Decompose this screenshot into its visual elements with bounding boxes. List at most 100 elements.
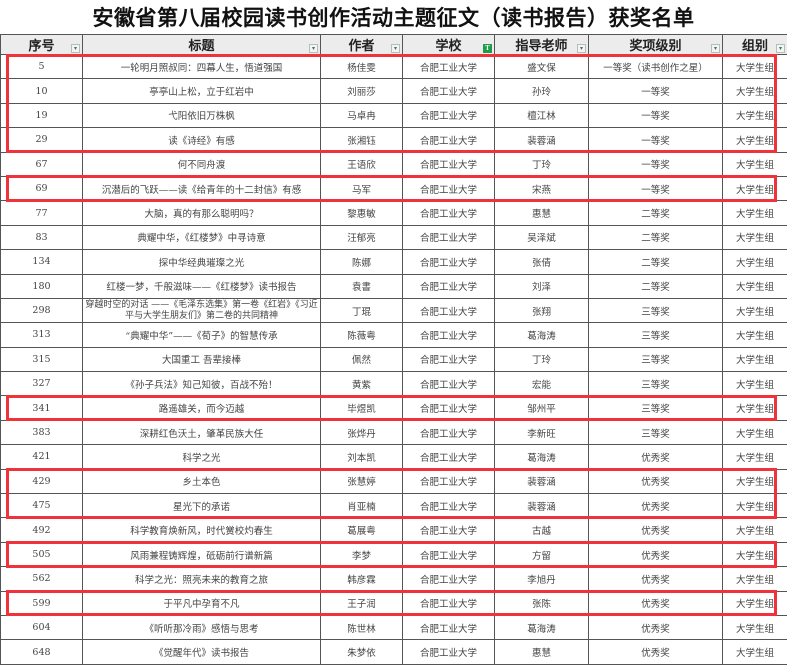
cell-title[interactable]: 亭亭山上松，立于红岩中: [83, 79, 321, 103]
cell-teacher[interactable]: 惠慧: [495, 201, 589, 225]
cell-title[interactable]: 科学教育焕新风，时代黉校灼春生: [83, 518, 321, 542]
cell-author[interactable]: 马军: [321, 176, 403, 200]
cell-school[interactable]: 合肥工业大学: [403, 323, 495, 347]
cell-award[interactable]: 优秀奖: [589, 518, 723, 542]
cell-title[interactable]: 乡土本色: [83, 469, 321, 493]
cell-school[interactable]: 合肥工业大学: [403, 469, 495, 493]
cell-teacher[interactable]: 古越: [495, 518, 589, 542]
cell-group[interactable]: 大学生组: [723, 372, 787, 396]
cell-school[interactable]: 合肥工业大学: [403, 542, 495, 566]
cell-title[interactable]: 科学之光：照亮未来的教育之旅: [83, 567, 321, 591]
column-header-6[interactable]: 组别▾: [723, 35, 787, 55]
column-header-4[interactable]: 指导老师▾: [495, 35, 589, 55]
cell-author[interactable]: 丁琨: [321, 298, 403, 322]
cell-teacher[interactable]: 丁玲: [495, 347, 589, 371]
cell-teacher[interactable]: 丁玲: [495, 152, 589, 176]
cell-title[interactable]: 《听听那冷雨》感悟与思考: [83, 615, 321, 639]
cell-teacher[interactable]: 盛文保: [495, 55, 589, 79]
cell-no[interactable]: 429: [1, 469, 83, 493]
cell-no[interactable]: 604: [1, 615, 83, 639]
cell-group[interactable]: 大学生组: [723, 469, 787, 493]
cell-group[interactable]: 大学生组: [723, 128, 787, 152]
cell-teacher[interactable]: 李新旺: [495, 420, 589, 444]
cell-title[interactable]: 大国重工 吾辈接棒: [83, 347, 321, 371]
cell-title[interactable]: 星光下的承诺: [83, 494, 321, 518]
cell-school[interactable]: 合肥工业大学: [403, 420, 495, 444]
cell-school[interactable]: 合肥工业大学: [403, 128, 495, 152]
cell-author[interactable]: 刘本凯: [321, 445, 403, 469]
filter-dropdown-icon[interactable]: ▾: [309, 44, 318, 53]
cell-no[interactable]: 19: [1, 103, 83, 127]
cell-school[interactable]: 合肥工业大学: [403, 79, 495, 103]
cell-no[interactable]: 421: [1, 445, 83, 469]
cell-award[interactable]: 优秀奖: [589, 445, 723, 469]
cell-no[interactable]: 83: [1, 225, 83, 249]
cell-group[interactable]: 大学生组: [723, 298, 787, 322]
cell-author[interactable]: 黄紫: [321, 372, 403, 396]
cell-award[interactable]: 优秀奖: [589, 494, 723, 518]
cell-group[interactable]: 大学生组: [723, 323, 787, 347]
cell-title[interactable]: 深耕红色沃土，肇革民族大任: [83, 420, 321, 444]
cell-no[interactable]: 599: [1, 591, 83, 615]
cell-author[interactable]: 袁書: [321, 274, 403, 298]
cell-no[interactable]: 67: [1, 152, 83, 176]
cell-no[interactable]: 492: [1, 518, 83, 542]
cell-title[interactable]: 大脑，真的有那么聪明吗？: [83, 201, 321, 225]
cell-title[interactable]: 《孙子兵法》知己知彼，百战不殆！: [83, 372, 321, 396]
cell-teacher[interactable]: 宋燕: [495, 176, 589, 200]
cell-award[interactable]: 优秀奖: [589, 591, 723, 615]
cell-author[interactable]: 陈世林: [321, 615, 403, 639]
cell-no[interactable]: 475: [1, 494, 83, 518]
cell-teacher[interactable]: 张陈: [495, 591, 589, 615]
cell-no[interactable]: 69: [1, 176, 83, 200]
cell-school[interactable]: 合肥工业大学: [403, 518, 495, 542]
cell-teacher[interactable]: 葛海涛: [495, 323, 589, 347]
cell-school[interactable]: 合肥工业大学: [403, 615, 495, 639]
cell-school[interactable]: 合肥工业大学: [403, 396, 495, 420]
cell-author[interactable]: 陈娜: [321, 250, 403, 274]
cell-group[interactable]: 大学生组: [723, 79, 787, 103]
cell-author[interactable]: 张烨丹: [321, 420, 403, 444]
cell-teacher[interactable]: 方留: [495, 542, 589, 566]
cell-title[interactable]: “典耀中华”——《荀子》的智慧传承: [83, 323, 321, 347]
cell-group[interactable]: 大学生组: [723, 347, 787, 371]
cell-group[interactable]: 大学生组: [723, 396, 787, 420]
cell-award[interactable]: 优秀奖: [589, 615, 723, 639]
cell-no[interactable]: 180: [1, 274, 83, 298]
cell-school[interactable]: 合肥工业大学: [403, 55, 495, 79]
cell-group[interactable]: 大学生组: [723, 591, 787, 615]
cell-award[interactable]: 二等奖: [589, 250, 723, 274]
cell-group[interactable]: 大学生组: [723, 494, 787, 518]
filter-dropdown-icon[interactable]: ▾: [776, 44, 785, 53]
cell-school[interactable]: 合肥工业大学: [403, 176, 495, 200]
cell-school[interactable]: 合肥工业大学: [403, 347, 495, 371]
cell-no[interactable]: 5: [1, 55, 83, 79]
cell-award[interactable]: 二等奖: [589, 201, 723, 225]
filter-dropdown-icon[interactable]: ▾: [391, 44, 400, 53]
column-header-0[interactable]: 序号▾: [1, 35, 83, 55]
cell-title[interactable]: 典耀中华，《红楼梦》中寻诗意: [83, 225, 321, 249]
cell-award[interactable]: 三等奖: [589, 347, 723, 371]
cell-no[interactable]: 327: [1, 372, 83, 396]
cell-no[interactable]: 562: [1, 567, 83, 591]
cell-author[interactable]: 杨佳雯: [321, 55, 403, 79]
cell-teacher[interactable]: 裴蓉涵: [495, 128, 589, 152]
cell-no[interactable]: 383: [1, 420, 83, 444]
cell-group[interactable]: 大学生组: [723, 152, 787, 176]
cell-school[interactable]: 合肥工业大学: [403, 372, 495, 396]
cell-group[interactable]: 大学生组: [723, 201, 787, 225]
cell-author[interactable]: 毕煜凯: [321, 396, 403, 420]
column-header-2[interactable]: 作者▾: [321, 35, 403, 55]
cell-teacher[interactable]: 裴蓉涵: [495, 494, 589, 518]
cell-no[interactable]: 341: [1, 396, 83, 420]
cell-award[interactable]: 三等奖: [589, 396, 723, 420]
cell-school[interactable]: 合肥工业大学: [403, 250, 495, 274]
cell-teacher[interactable]: 裴蓉涵: [495, 469, 589, 493]
cell-author[interactable]: 佩然: [321, 347, 403, 371]
cell-school[interactable]: 合肥工业大学: [403, 103, 495, 127]
cell-author[interactable]: 王子润: [321, 591, 403, 615]
cell-teacher[interactable]: 葛海涛: [495, 445, 589, 469]
cell-title[interactable]: 于平凡中孕育不凡: [83, 591, 321, 615]
cell-teacher[interactable]: 孙玲: [495, 79, 589, 103]
cell-author[interactable]: 张湘钰: [321, 128, 403, 152]
